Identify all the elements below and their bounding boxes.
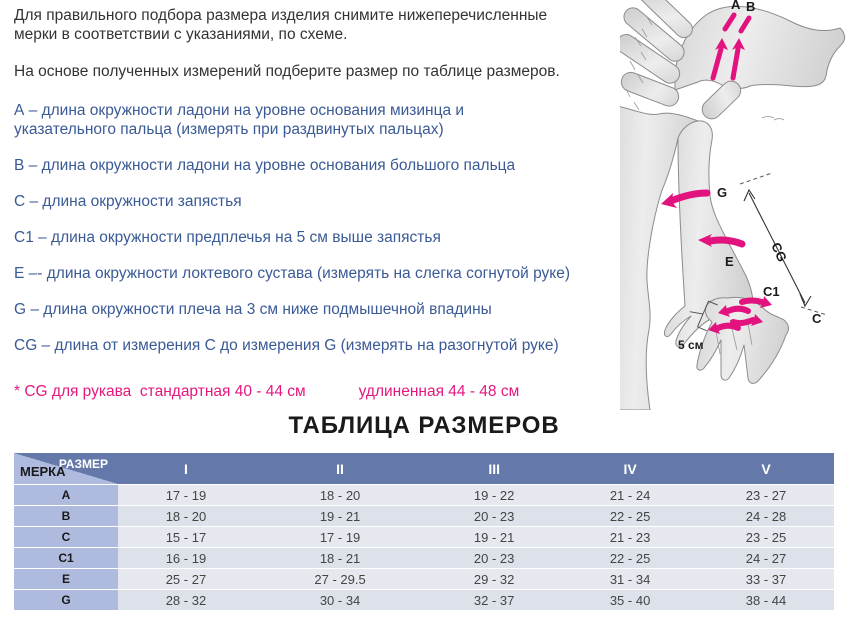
svg-text:C1: C1: [763, 284, 780, 299]
svg-text:E: E: [725, 254, 734, 269]
svg-text:B: B: [746, 0, 755, 14]
svg-text:A: A: [731, 0, 741, 12]
svg-text:C: C: [812, 311, 822, 326]
svg-text:CG: CG: [768, 240, 790, 264]
svg-text:5 см: 5 см: [678, 338, 704, 352]
svg-text:G: G: [717, 185, 727, 200]
